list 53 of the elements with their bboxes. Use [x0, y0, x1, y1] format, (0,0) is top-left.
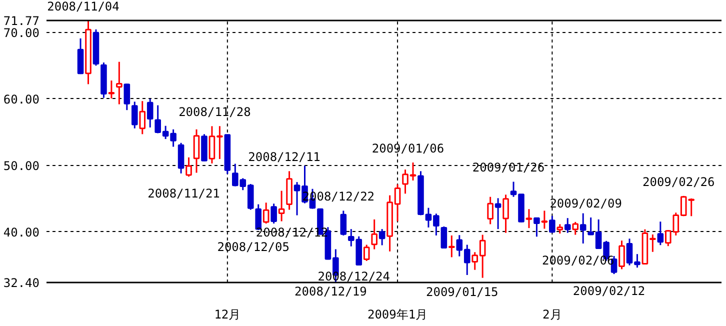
candlestick [378, 228, 386, 246]
candlestick [146, 98, 154, 128]
x-tick-label: 2009年1月 [367, 308, 428, 322]
y-tick-label: 32.40 [3, 276, 40, 290]
x-tick-label: 12月 [214, 308, 241, 322]
annotation: 2009/01/06 [372, 142, 444, 156]
candlestick [549, 215, 556, 234]
y-tick-label: 70.00 [3, 26, 40, 40]
candlestick [371, 218, 378, 250]
candlestick [448, 234, 455, 258]
y-tick-label: 40.00 [3, 225, 40, 240]
annotation: 2008/11/21 [148, 186, 220, 201]
candlestick [186, 156, 192, 178]
annotation: 2009/01/26 [472, 160, 545, 175]
candlestick [502, 194, 509, 234]
y-tick-label: 60.00 [3, 92, 40, 106]
candlestick [131, 100, 138, 130]
candlestick [262, 202, 270, 224]
candlestick [178, 142, 184, 174]
candlestick [526, 208, 532, 229]
text: 2008/12/19 [294, 284, 367, 298]
candlestick [618, 240, 625, 270]
y-tick-label: 71.77 [3, 14, 40, 28]
candlestick [278, 190, 285, 222]
annotation: 2008/12/05 [217, 240, 290, 254]
annotation: 2008/11/28 [178, 105, 251, 120]
candlestick [193, 128, 200, 174]
candlestick [556, 223, 564, 234]
candlestick [572, 221, 579, 236]
candlestick [124, 82, 130, 111]
candlestick [116, 61, 122, 106]
candlestick [494, 197, 502, 230]
candlestick [541, 210, 548, 230]
candlestick [657, 220, 664, 246]
text: 2009/01/15 [426, 284, 498, 299]
candlestick [108, 80, 115, 100]
candlestick [363, 244, 370, 262]
candlestick [487, 196, 494, 225]
candlestick [139, 100, 146, 135]
candlestick [580, 212, 586, 244]
candlestick [564, 217, 571, 234]
x-tick-label: 2月 [542, 308, 562, 322]
annotation: 2008/12/11 [248, 150, 320, 164]
candlestick [77, 38, 84, 75]
annotation: 2009/02/09 [550, 196, 622, 210]
text: 2009/02/12 [572, 284, 646, 298]
text: 2008/11/04 [47, 0, 120, 14]
candlestick [270, 202, 277, 224]
annotation: 2009/02/26 [642, 174, 715, 189]
candlestick [340, 210, 347, 236]
candlestick [534, 217, 540, 238]
candlestick [440, 226, 448, 248]
y-tick-label: 50.00 [3, 158, 40, 173]
